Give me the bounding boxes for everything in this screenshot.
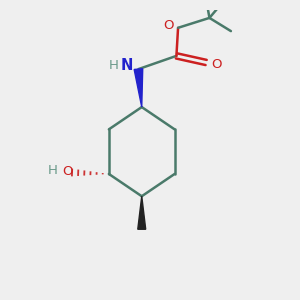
Text: H: H (109, 58, 118, 72)
Text: O: O (163, 19, 173, 32)
Polygon shape (138, 196, 146, 229)
Text: O: O (62, 165, 73, 178)
Polygon shape (134, 69, 143, 107)
Text: O: O (211, 58, 221, 70)
Text: H: H (48, 164, 58, 177)
Text: N: N (121, 58, 133, 73)
